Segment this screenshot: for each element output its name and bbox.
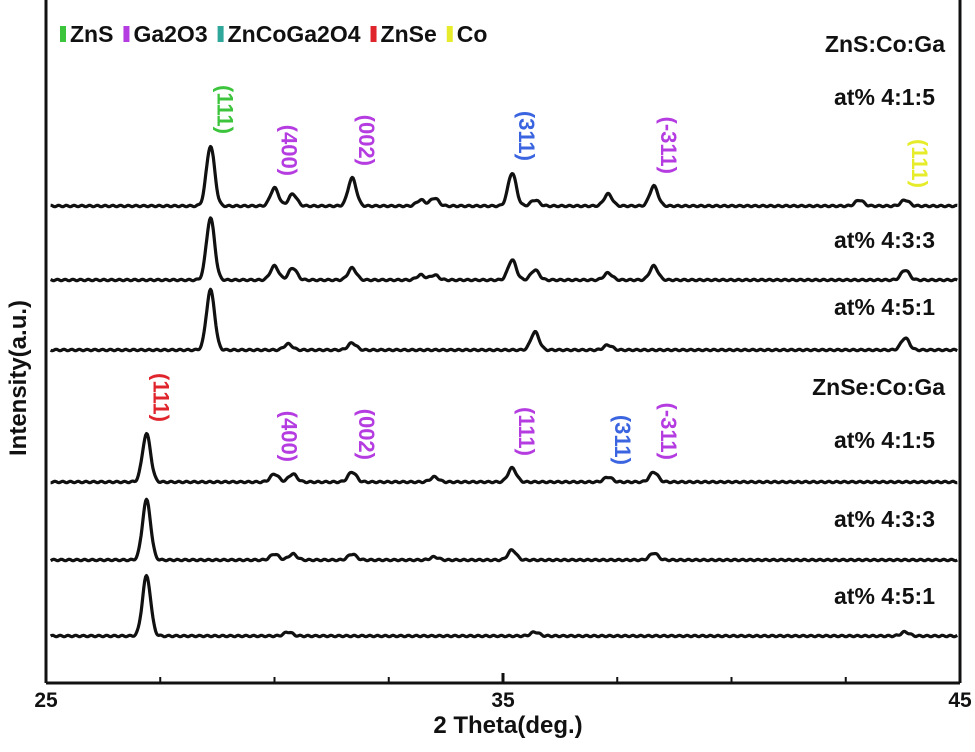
- peak-annotation: (111): [907, 139, 932, 188]
- y-axis-title: Intensity(a.u.): [5, 300, 32, 456]
- series-label: at% 4:5:1: [834, 294, 935, 320]
- peak-annotation: (311): [610, 415, 635, 465]
- x-tick-label: 45: [948, 689, 972, 712]
- peak-annotation: (400): [277, 411, 302, 462]
- axes: [44, 0, 962, 685]
- peak-annotation: (111): [514, 407, 539, 456]
- x-tick-label: 35: [491, 689, 515, 712]
- series-trace-1: [49, 144, 958, 209]
- x-axis-title: 2 Theta(deg.): [433, 712, 582, 739]
- legend-label: Ga2O3: [133, 21, 207, 47]
- series-label: at% 4:3:3: [834, 227, 935, 253]
- legend-swatch: [123, 26, 130, 42]
- peak-annotation: (111): [213, 85, 238, 134]
- legend: ZnS Ga2O3 ZnCoGa2O4 ZnSe Co: [60, 21, 487, 47]
- legend-swatch: [370, 26, 377, 42]
- series-trace-3: [49, 287, 958, 353]
- series-trace-5: [49, 497, 959, 563]
- group-label-zns: ZnS:Co:Ga: [825, 31, 945, 57]
- legend-label: ZnCoGa2O4: [228, 21, 361, 47]
- series-trace-2: [49, 216, 959, 283]
- legend-swatch: [217, 26, 224, 42]
- series-trace-4: [49, 432, 958, 485]
- peak-annotation: (002): [354, 115, 379, 166]
- peak-annotation: (-311): [656, 403, 681, 460]
- peak-annotation: (311): [514, 111, 539, 161]
- x-ticks: 25 35 45: [34, 673, 972, 712]
- peak-annotation: (400): [277, 125, 302, 176]
- x-tick-label: 25: [34, 689, 58, 712]
- sample-labels: at% 4:1:5 at% 4:3:3 at% 4:5:1 at% 4:1:5 at% …: [812, 31, 945, 609]
- legend-swatch: [60, 26, 66, 42]
- series-trace-6: [49, 574, 959, 639]
- series-label: at% 4:3:3: [834, 506, 935, 532]
- series-label: at% 4:1:5: [834, 84, 935, 110]
- series-label: at% 4:5:1: [834, 583, 935, 609]
- series-label: at% 4:1:5: [834, 427, 935, 453]
- peak-annotation: (-311): [656, 117, 681, 174]
- legend-label: ZnSe: [381, 21, 437, 47]
- group-label-znse: ZnSe:Co:Ga: [812, 374, 945, 400]
- legend-swatch: [446, 26, 453, 42]
- legend-label: Co: [457, 21, 488, 47]
- legend-label: ZnS: [70, 21, 113, 47]
- peak-annotation: (111): [149, 373, 174, 422]
- series-traces: [49, 144, 959, 639]
- peak-annotations: (111) (400) (002) (311) (-311) (111) (111) (400…: [149, 85, 933, 465]
- peak-annotation: (002): [354, 409, 379, 460]
